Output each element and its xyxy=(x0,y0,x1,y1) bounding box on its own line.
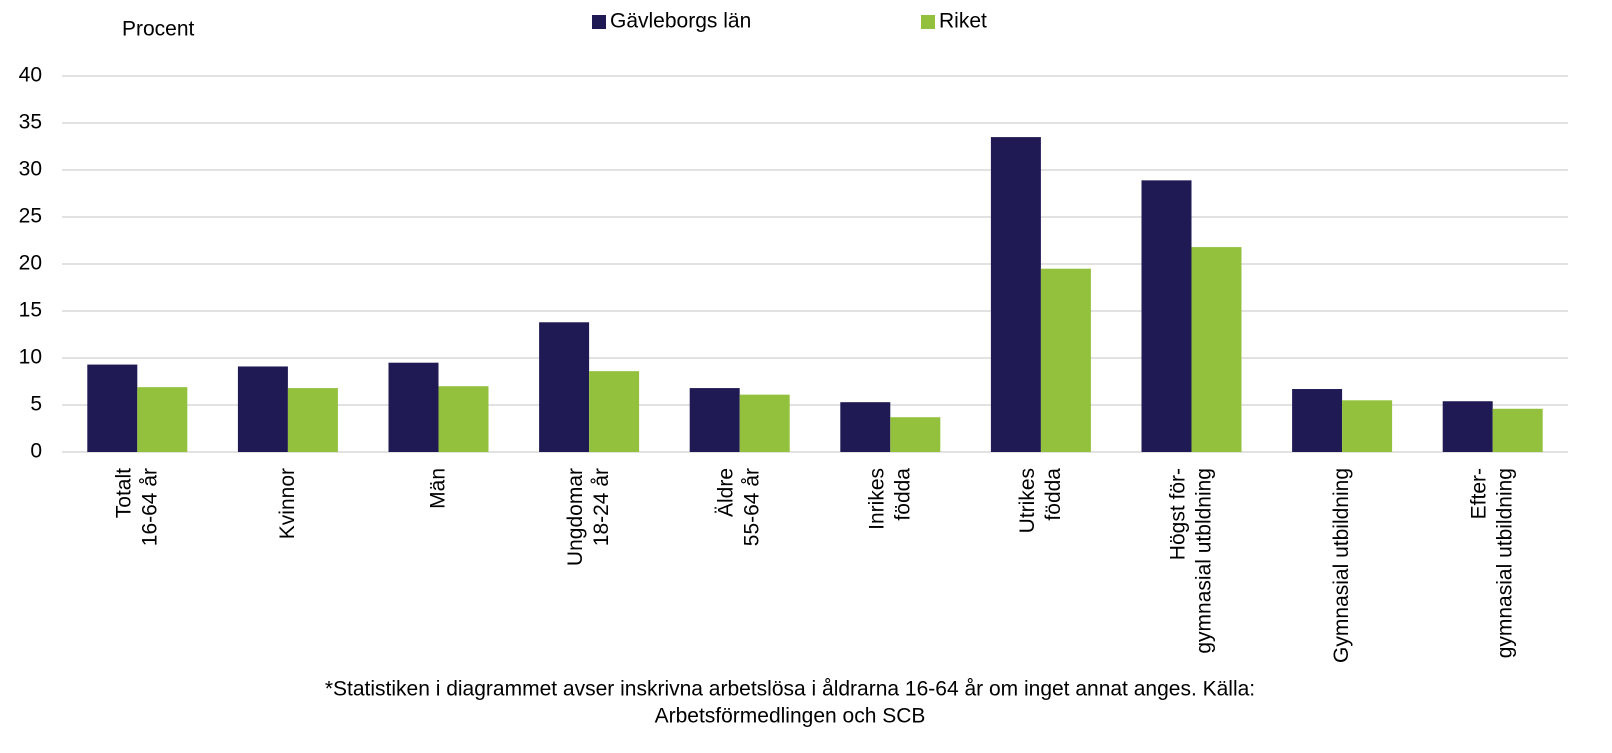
x-tick-label: Högst för-gymnasial utbldning xyxy=(1166,468,1215,654)
bar xyxy=(1442,401,1493,452)
x-tick-label: Inrikes födda xyxy=(865,468,914,530)
footnote: *Statistiken i diagrammet avser inskrivn… xyxy=(325,678,1255,701)
x-tick-label: Totalt 16-64 år xyxy=(112,468,161,546)
y-axis-label: Procent xyxy=(122,18,195,41)
bar xyxy=(237,366,288,452)
legend-label: Gävleborgs län xyxy=(610,10,751,33)
bar xyxy=(890,417,941,452)
x-tick-label: Utrikes födda xyxy=(1015,468,1064,534)
y-tick-label: 20 xyxy=(19,252,42,275)
bar xyxy=(990,137,1041,452)
bar xyxy=(1492,408,1543,452)
y-tick-label: 30 xyxy=(19,158,42,181)
x-tick-label: Gymnasial utbildning xyxy=(1330,468,1353,663)
legend-label: Riket xyxy=(939,10,987,33)
x-tick-label: Efter-gymnasial utbildning xyxy=(1467,468,1516,658)
bar xyxy=(539,322,590,452)
y-tick-label: 25 xyxy=(19,205,42,228)
bar xyxy=(1040,268,1091,452)
legend-swatch xyxy=(592,15,606,29)
legend-swatch xyxy=(921,15,935,29)
y-tick-label: 35 xyxy=(19,111,42,134)
footnote: Arbetsförmedlingen och SCB xyxy=(655,705,926,728)
y-tick-label: 0 xyxy=(30,440,42,463)
bar xyxy=(1141,180,1192,452)
bar xyxy=(689,388,740,452)
bar xyxy=(1342,400,1393,452)
bar xyxy=(388,362,439,452)
x-tick-label: Ungdomar 18-24 år xyxy=(564,468,613,566)
bar xyxy=(287,388,338,452)
y-tick-label: 10 xyxy=(19,346,42,369)
bar xyxy=(840,402,891,452)
bar xyxy=(739,394,790,452)
bar xyxy=(137,387,188,452)
y-tick-label: 5 xyxy=(30,393,42,416)
bar xyxy=(1292,389,1343,452)
x-tick-label: Män xyxy=(426,468,449,509)
bar xyxy=(1191,247,1242,452)
y-tick-label: 40 xyxy=(19,64,42,87)
y-tick-label: 15 xyxy=(19,299,42,322)
bar xyxy=(87,364,138,452)
x-tick-label: Kvinnor xyxy=(275,468,298,539)
bar xyxy=(438,386,489,452)
x-tick-label: Äldre 55-64 år xyxy=(714,468,763,546)
bar xyxy=(589,371,640,452)
